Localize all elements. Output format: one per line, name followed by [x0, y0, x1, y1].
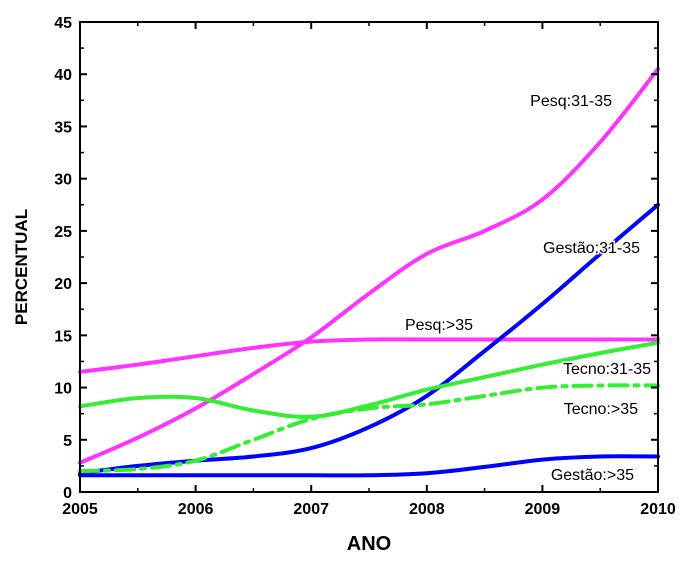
series-label: Gestão:31-35 [543, 240, 640, 257]
series-line [78, 383, 660, 474]
y-tick-label: 20 [54, 276, 72, 293]
y-tick-label: 45 [54, 15, 72, 32]
x-tick-label: 2009 [525, 501, 561, 518]
x-tick-label: 2005 [62, 501, 98, 518]
y-tick-label: 35 [54, 119, 72, 136]
series-label-layer: Pesq:31-35 Pesq:>35 Gestão:31-35 Gestão:>35… [403, 92, 652, 486]
series-line [78, 337, 660, 374]
series-label: Tecno:>35 [564, 401, 638, 418]
x-tick-label: 2007 [293, 501, 329, 518]
y-axis: 0 5 10 15 20 25 30 35 40 45 [54, 15, 658, 502]
y-tick-label: 25 [54, 224, 72, 241]
series-label: Pesq:>35 [405, 317, 473, 334]
series-line [78, 67, 660, 465]
x-axis: 2005 2006 2007 2008 2009 2010 [62, 22, 676, 518]
series-line [78, 340, 660, 419]
y-tick-label: 0 [63, 485, 72, 502]
y-tick-label: 5 [63, 433, 72, 450]
y-tick-label: 10 [54, 381, 72, 398]
y-axis-title: PERCENTUAL [12, 209, 31, 325]
series-label: Pesq:31-35 [530, 93, 612, 110]
x-tick-label: 2010 [640, 501, 676, 518]
y-tick-label: 15 [54, 328, 72, 345]
series-line [78, 454, 660, 478]
series-layer [78, 67, 660, 478]
x-tick-label: 2008 [409, 501, 445, 518]
y-tick-label: 30 [54, 172, 72, 189]
x-axis-title: ANO [347, 533, 391, 555]
series-line [78, 202, 660, 476]
series-label: Tecno:31-35 [563, 361, 651, 378]
series-label: Gestão:>35 [551, 467, 634, 484]
x-tick-label: 2006 [178, 501, 214, 518]
y-tick-label: 40 [54, 67, 72, 84]
